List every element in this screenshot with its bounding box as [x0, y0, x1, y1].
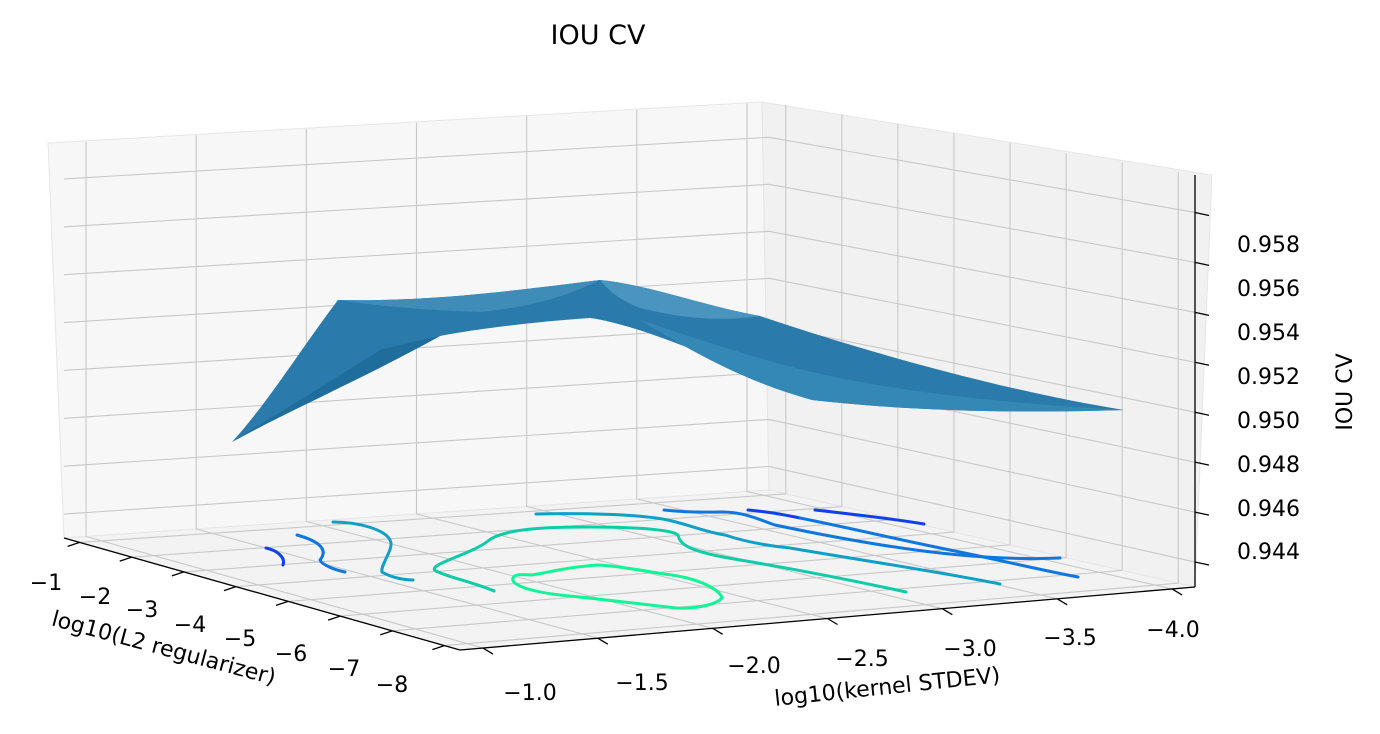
y-tick-mark — [432, 644, 445, 651]
x-tick-mark — [942, 608, 953, 616]
contour-line — [798, 516, 1080, 579]
z-tick-mark — [1194, 211, 1210, 217]
z-tick-label: 0.946 — [1237, 497, 1300, 522]
contour-line — [264, 546, 286, 567]
x-tick-label: −1.0 — [503, 681, 556, 706]
contour-line — [295, 533, 347, 574]
x-tick-mark — [1056, 598, 1068, 606]
y-axis-line — [63, 537, 461, 651]
y-tick-label: −8 — [376, 673, 408, 698]
contour-line — [746, 508, 802, 520]
z-axis-label: IOU CV — [1333, 353, 1358, 430]
x-tick-labels: −1.0 −1.5 −2.0 −2.5 −3.0 −3.5 −4.0 — [503, 618, 1199, 706]
y-tick-label: −2 — [79, 585, 111, 610]
floor-contours — [264, 508, 1080, 610]
contour-line — [432, 525, 908, 594]
contour-line — [662, 508, 1062, 561]
surface-highlight — [600, 280, 760, 319]
z-tick-label: 0.958 — [1237, 233, 1300, 258]
z-tick-mark — [1194, 361, 1210, 366]
y-tick-label: −5 — [224, 627, 256, 652]
y-tick-mark — [327, 615, 341, 621]
x-tick-mark — [827, 617, 838, 626]
surface — [232, 280, 1124, 442]
chart-title: IOU CV — [551, 20, 646, 51]
z-gridline — [63, 277, 1196, 363]
y-tick-mark — [275, 600, 289, 606]
z-tick-label: 0.950 — [1237, 409, 1300, 434]
surface-shadow — [232, 336, 440, 442]
y-tick-mark — [223, 586, 237, 592]
contour-line — [534, 512, 1002, 586]
z-gridline — [63, 465, 1196, 563]
axes — [63, 175, 1210, 655]
x-tick-label: −3.5 — [1043, 626, 1096, 651]
z-tick-mark — [1194, 561, 1210, 566]
z-tick-label: 0.944 — [1237, 540, 1300, 565]
z-tick-labels: 0.944 0.946 0.948 0.950 0.952 0.954 0.95… — [1237, 233, 1300, 565]
y-tick-mark — [67, 541, 80, 548]
z-gridline — [63, 183, 1196, 263]
x-tick-label: −2.5 — [835, 647, 888, 672]
surface-highlight — [640, 320, 1124, 412]
z-gridline — [63, 136, 1196, 213]
z-tick-mark — [1194, 511, 1210, 516]
contour-line — [331, 520, 415, 582]
surface-highlight — [338, 280, 600, 312]
z-tick-mark — [1194, 311, 1210, 316]
z-tick-label: 0.954 — [1237, 321, 1300, 346]
z-tick-mark — [1194, 461, 1210, 466]
z-tick-mark — [1194, 411, 1210, 416]
x-tick-mark — [1171, 588, 1183, 596]
y-tick-label: −1 — [30, 571, 62, 596]
z-tick-mark — [1194, 261, 1210, 267]
y-tick-labels: −1 −2 −3 −4 −5 −6 −7 −8 — [30, 571, 408, 698]
z-tick-label: 0.956 — [1237, 277, 1300, 302]
z-tick-label: 0.952 — [1237, 365, 1300, 390]
x-tick-label: −1.5 — [615, 671, 668, 696]
z-gridline — [63, 230, 1196, 313]
y-tick-mark — [380, 630, 393, 636]
y-tick-mark — [171, 571, 185, 577]
contour-line — [511, 563, 724, 610]
x-tick-mark — [597, 637, 609, 645]
x-tick-label: −3.0 — [943, 637, 996, 662]
x-tick-mark — [482, 647, 494, 655]
y-tick-mark — [119, 556, 132, 562]
x-tick-label: −2.0 — [727, 654, 780, 679]
contour-line — [813, 508, 926, 526]
z-tick-label: 0.948 — [1237, 453, 1300, 478]
x-tick-label: −4.0 — [1146, 618, 1199, 643]
x-tick-mark — [712, 627, 723, 635]
y-tick-label: −3 — [126, 598, 158, 623]
y-tick-label: −4 — [174, 613, 206, 638]
y-tick-label: −6 — [275, 642, 307, 667]
y-tick-label: −7 — [328, 657, 360, 682]
z-gridline — [63, 418, 1196, 513]
